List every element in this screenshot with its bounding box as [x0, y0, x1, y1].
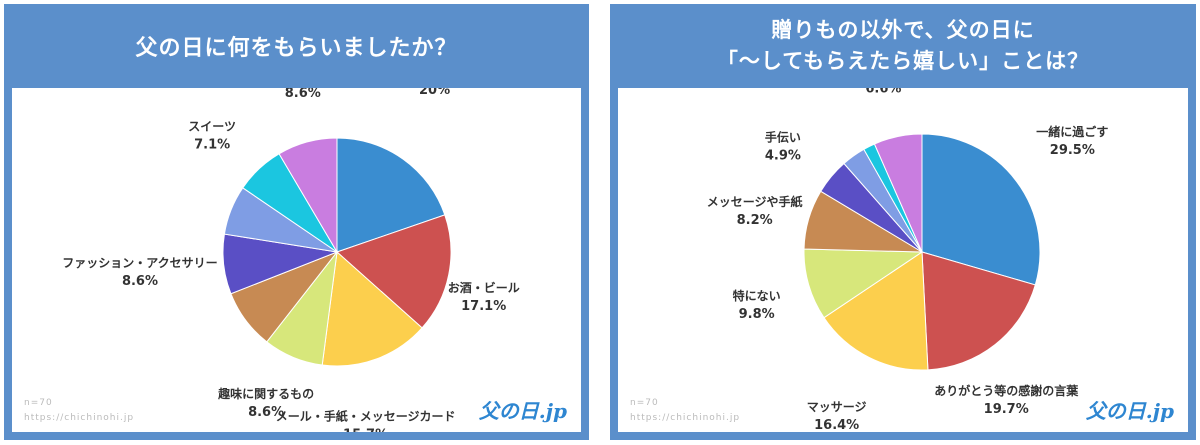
slice-label: スイーツ: [188, 119, 236, 133]
slice-value-label: 8.6%: [122, 274, 158, 289]
slice-value-label: 19.7%: [984, 402, 1029, 417]
slice-value-label: 20%: [419, 88, 450, 98]
pie-slice: [336, 214, 452, 329]
slice-value-label: 29.5%: [1050, 143, 1095, 158]
slice-value-label: 8.6%: [248, 405, 284, 420]
left-site-url: https://chichinohi.jp: [24, 413, 135, 423]
slice-value-label: 7.1%: [194, 137, 230, 152]
right-chart-title: 贈りもの以外で、父の日に 「〜してもらえたら嬉しい」ことは？: [610, 4, 1196, 88]
pie-slice: [873, 133, 923, 253]
pie-slice: [336, 137, 446, 253]
slice-value-label: 8.6%: [285, 88, 321, 101]
left-title-line: 父の日に何をもらいましたか？: [135, 36, 458, 61]
left-chart-area: 食品・グルメ20%お酒・ビール17.1%メール・手紙・メッセージカード15.7%…: [12, 88, 581, 432]
slice-value-label: 4.9%: [765, 149, 801, 164]
slice-label: 趣味に関するもの: [217, 386, 314, 401]
pie-slice: [803, 248, 924, 319]
slice-label: ありがとう等の感謝の言葉: [934, 383, 1079, 398]
left-pie-chart: 食品・グルメ20%お酒・ビール17.1%メール・手紙・メッセージカード15.7%…: [62, 88, 520, 432]
slice-value-label: 17.1%: [461, 299, 506, 314]
left-chart-title: 父の日に何をもらいましたか？: [4, 4, 589, 88]
pie-slice: [321, 250, 423, 367]
pie-slice: [921, 251, 1036, 371]
pie-slice: [823, 251, 929, 371]
slice-label: ファッション・アクセサリー: [62, 256, 217, 270]
slice-value-label: 8.2%: [737, 213, 773, 228]
right-chart-panel: 贈りもの以外で、父の日に 「〜してもらえたら嬉しい」ことは？ 一緒に過ごす 29.…: [610, 4, 1196, 440]
pie-slice: [278, 137, 338, 254]
left-site-logo: 父の日.jp: [478, 399, 567, 423]
slice-label: メール・手紙・メッセージカード: [276, 408, 456, 423]
slice-value-label: 9.8%: [739, 307, 775, 322]
right-title-line-1: 贈りもの以外で、父の日に: [771, 18, 1035, 42]
left-chart-panel: 父の日に何をもらいましたか？ 食品・グルメ20%お酒・ビール17.1%メール・手…: [4, 4, 589, 440]
right-chart-area: 一緒に過ごす 29.5% ありがとう等の感謝の言葉 19.7% マッサージ 16.4% 特に…: [618, 88, 1188, 432]
slice-value-label: 6.6%: [865, 88, 901, 97]
right-title-line-2: 「〜してもらえたら嬉しい」ことは？: [716, 49, 1090, 73]
right-sample-size: n=70: [630, 398, 659, 408]
slice-label: マッサージ: [807, 400, 867, 414]
right-site-url: https://chichinohi.jp: [630, 413, 741, 423]
right-site-logo: 父の日.jp: [1085, 399, 1174, 423]
pie-slice: [921, 133, 1041, 286]
right-pie-chart: 一緒に過ごす 29.5% ありがとう等の感謝の言葉 19.7% マッサージ 16.4% 特に…: [707, 88, 1109, 432]
slice-label: メッセージや手紙: [707, 194, 803, 209]
slice-label: 手伝い: [765, 130, 801, 145]
left-sample-size: n=70: [24, 398, 53, 408]
slice-label: 一緒に過ごす: [1036, 124, 1108, 139]
slice-value-label: 15.7%: [343, 427, 388, 432]
slice-label: 特にない: [733, 288, 781, 303]
slice-value-label: 16.4%: [814, 418, 859, 432]
slice-label: お酒・ビール: [448, 280, 520, 295]
